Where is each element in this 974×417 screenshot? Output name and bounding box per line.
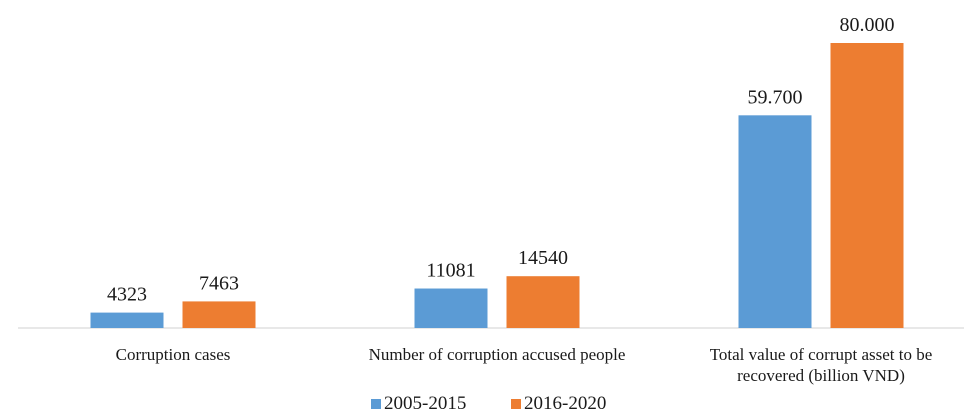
x-tick-labels-group: Corruption cases Number of corruption acc…: [116, 345, 933, 385]
bar-2016-2020-0: [182, 301, 256, 328]
data-label-2005-2015-0: 4323: [107, 284, 147, 306]
data-label-2016-2020-1: 14540: [518, 247, 568, 269]
legend: 2005-2015 2016-2020: [371, 393, 606, 414]
data-label-2005-2015-1: 11081: [426, 260, 475, 282]
legend-swatch-2016-2020: [511, 399, 521, 409]
legend-swatch-2005-2015: [371, 399, 381, 409]
bar-2016-2020-1: [506, 276, 580, 328]
data-labels-group: 4323 11081 59.700 7463 14540 80.000: [107, 14, 895, 306]
bar-2016-2020-2: [830, 43, 904, 328]
legend-label-2016-2020: 2016-2020: [524, 393, 606, 414]
data-label-2016-2020-0: 7463: [199, 272, 239, 294]
bar-2005-2015-0: [90, 312, 164, 328]
legend-label-2005-2015: 2005-2015: [384, 393, 466, 414]
x-tick-label-1: Number of corruption accused people: [369, 345, 626, 364]
bar-2005-2015-2: [738, 115, 812, 328]
bar-2005-2015-1: [414, 288, 488, 328]
data-label-2005-2015-2: 59.700: [748, 86, 803, 108]
x-tick-label-2: Total value of corrupt asset to be recove…: [710, 345, 933, 385]
data-label-2016-2020-2: 80.000: [840, 14, 895, 36]
bars-group: [90, 43, 904, 328]
x-tick-label-0: Corruption cases: [116, 345, 231, 364]
